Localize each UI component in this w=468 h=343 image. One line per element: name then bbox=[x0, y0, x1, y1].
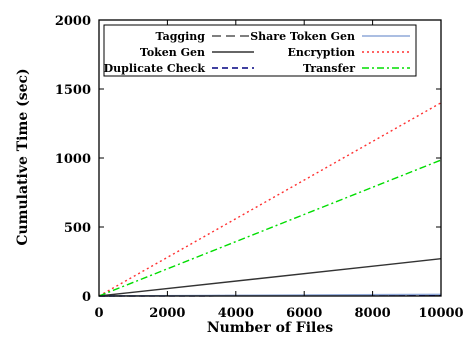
y-tick-label: 2000 bbox=[55, 14, 91, 29]
legend: Tagging Token Gen Duplicate Check Share Tok… bbox=[103, 24, 417, 77]
series-layer bbox=[98, 102, 442, 297]
x-tick-label: 4000 bbox=[218, 306, 254, 321]
legend-label: Share Token Gen bbox=[250, 30, 355, 43]
series-line-token-gen bbox=[98, 258, 442, 297]
y-axis-title: Cumulative Time (sec) bbox=[15, 68, 31, 245]
series-line-transfer bbox=[98, 159, 442, 297]
y-tick-label: 1500 bbox=[55, 83, 91, 98]
legend-label: Tagging bbox=[155, 30, 205, 43]
y-tick-label: 1000 bbox=[55, 152, 91, 167]
y-tick-label: 0 bbox=[82, 290, 91, 305]
legend-label: Encryption bbox=[287, 46, 355, 59]
legend-label: Transfer bbox=[303, 62, 355, 75]
legend-label: Token Gen bbox=[140, 46, 205, 59]
x-tick-label: 8000 bbox=[355, 306, 391, 321]
x-tick-label: 0 bbox=[94, 306, 103, 321]
x-tick-label: 2000 bbox=[149, 306, 185, 321]
legend-label: Duplicate Check bbox=[104, 62, 206, 75]
legend-entries: Tagging Token Gen Duplicate Check Share Tok… bbox=[104, 30, 410, 75]
x-tick-label: 10000 bbox=[418, 306, 463, 321]
ticks-layer: 0 2000 4000 6000 8000 10000 0 500 1000 1500 2000 bbox=[55, 14, 464, 321]
y-tick-label: 500 bbox=[64, 221, 91, 236]
x-axis-title: Number of Files bbox=[207, 320, 333, 336]
series-line-encryption bbox=[98, 102, 442, 297]
x-tick-label: 6000 bbox=[286, 306, 322, 321]
plot-frame bbox=[98, 19, 442, 297]
